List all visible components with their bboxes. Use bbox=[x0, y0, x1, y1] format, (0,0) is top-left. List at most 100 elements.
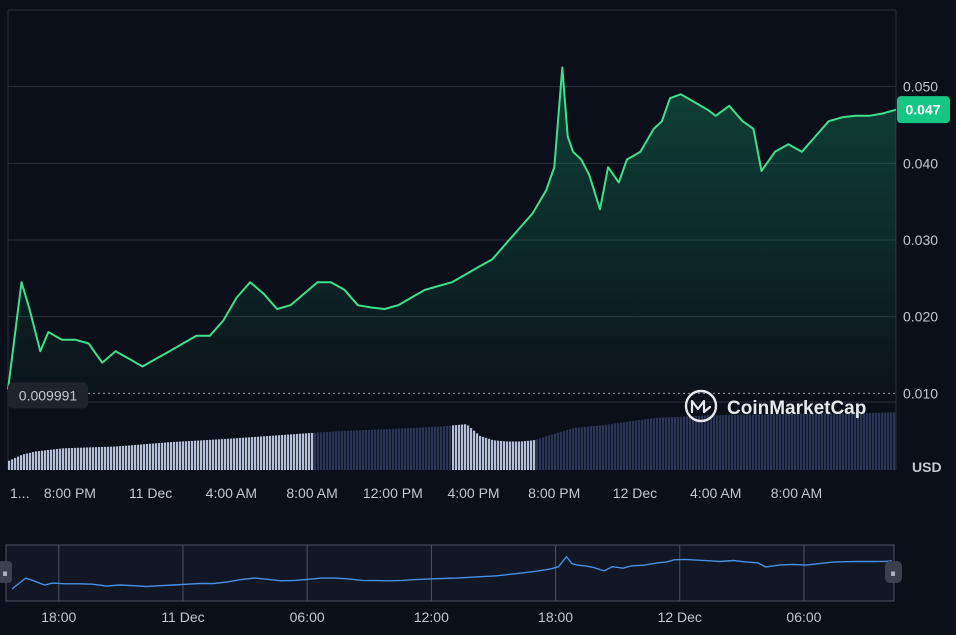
volume-bar bbox=[17, 456, 20, 470]
volume-bar bbox=[308, 433, 311, 470]
volume-bar bbox=[872, 412, 875, 470]
volume-bar bbox=[401, 428, 404, 470]
volume-bar bbox=[677, 416, 680, 470]
volume-bar bbox=[791, 413, 794, 470]
volume-bar bbox=[824, 413, 827, 470]
volume-bar bbox=[341, 431, 344, 470]
volume-bar bbox=[89, 447, 92, 470]
volume-bar bbox=[452, 425, 455, 470]
open-price-label: 0.009991 bbox=[19, 387, 78, 403]
left-handle-grip-icon: ⏸ bbox=[2, 568, 8, 580]
volume-bar bbox=[170, 442, 173, 470]
volume-bar bbox=[344, 430, 347, 470]
volume-bar bbox=[827, 413, 830, 470]
volume-bar bbox=[20, 455, 23, 470]
volume-bar bbox=[380, 429, 383, 470]
volume-bar bbox=[8, 460, 11, 470]
volume-bar bbox=[287, 434, 290, 470]
volume-bar bbox=[95, 447, 98, 470]
volume-bar bbox=[638, 420, 641, 470]
volume-bar bbox=[581, 427, 584, 470]
volume-bar bbox=[608, 424, 611, 470]
volume-bar bbox=[14, 457, 17, 470]
volume-bar bbox=[242, 437, 245, 470]
navigator-tick-label: 11 Dec bbox=[161, 609, 204, 625]
navigator-left-handle[interactable]: ⏸ bbox=[0, 561, 12, 583]
volume-bar bbox=[482, 436, 485, 470]
volume-bar bbox=[200, 440, 203, 470]
volume-bar bbox=[422, 427, 425, 470]
volume-bar bbox=[47, 450, 50, 470]
volume-bar bbox=[302, 433, 305, 470]
volume-bar bbox=[167, 442, 170, 470]
volume-bar bbox=[446, 425, 449, 470]
price-area bbox=[8, 67, 896, 394]
volume-bar bbox=[716, 415, 719, 470]
volume-bar bbox=[464, 424, 467, 470]
volume-bar bbox=[449, 425, 452, 470]
volume-bar bbox=[473, 430, 476, 470]
volume-bar bbox=[272, 435, 275, 470]
volume-bar bbox=[605, 424, 608, 470]
volume-bar bbox=[890, 412, 893, 470]
volume-bar bbox=[245, 437, 248, 470]
volume-bar bbox=[704, 415, 707, 470]
volume-bar bbox=[65, 448, 68, 470]
volume-bar bbox=[869, 412, 872, 470]
volume-bar bbox=[440, 426, 443, 470]
volume-bar bbox=[185, 441, 188, 470]
navigator-tick-label: 06:00 bbox=[290, 609, 325, 625]
volume-bar bbox=[758, 414, 761, 470]
volume-bar bbox=[101, 446, 104, 470]
volume-bar bbox=[518, 441, 521, 470]
watermark: CoinMarketCap bbox=[684, 389, 866, 423]
volume-bar bbox=[515, 441, 518, 470]
volume-bar bbox=[326, 431, 329, 470]
volume-bar bbox=[431, 426, 434, 470]
volume-bar bbox=[524, 441, 527, 470]
volume-bar bbox=[131, 445, 134, 470]
volume-bar bbox=[269, 435, 272, 470]
volume-bar bbox=[506, 441, 509, 470]
volume-bar bbox=[215, 439, 218, 470]
navigator-tick-label: 06:00 bbox=[786, 609, 821, 625]
volume-bar bbox=[491, 439, 494, 470]
volume-bar bbox=[509, 441, 512, 470]
volume-bar bbox=[593, 426, 596, 470]
volume-bar bbox=[806, 413, 809, 470]
volume-bar bbox=[68, 448, 71, 470]
volume-bar bbox=[476, 433, 479, 470]
volume-bar bbox=[206, 439, 209, 470]
volume-bar bbox=[32, 452, 35, 470]
volume-bar bbox=[620, 422, 623, 470]
volume-bar bbox=[833, 413, 836, 470]
volume-bar bbox=[719, 415, 722, 470]
volume-bar bbox=[497, 440, 500, 470]
volume-bar bbox=[467, 425, 470, 470]
volume-bar bbox=[815, 413, 818, 470]
price-line bbox=[7, 66, 897, 390]
volume-bar bbox=[266, 436, 269, 470]
volume-bar bbox=[854, 413, 857, 470]
volume-bar bbox=[419, 427, 422, 470]
navigator-right-handle[interactable]: ⏸ bbox=[885, 561, 902, 583]
volume-bar bbox=[194, 440, 197, 470]
volume-bar bbox=[23, 454, 26, 470]
range-navigator[interactable]: ⏸ ⏸ 18:00 11 Dec 06:00 12:00 18:00 12 Dec 06:0… bbox=[0, 544, 902, 625]
volume-bar bbox=[893, 412, 896, 470]
navigator-tick-label: 12:00 bbox=[414, 609, 449, 625]
volume-bar bbox=[650, 418, 653, 470]
volume-bar bbox=[554, 433, 557, 470]
x-tick-label: 8:00 PM bbox=[44, 485, 96, 501]
volume-bar bbox=[254, 436, 257, 470]
volume-bar bbox=[383, 429, 386, 470]
volume-bar bbox=[860, 413, 863, 470]
navigator-grid bbox=[58, 545, 805, 601]
volume-bar bbox=[80, 447, 83, 470]
volume-bar bbox=[884, 412, 887, 470]
volume-bar bbox=[470, 428, 473, 470]
volume-bar bbox=[224, 438, 227, 470]
volume-bar bbox=[386, 429, 389, 470]
volume-bar bbox=[410, 427, 413, 470]
volume-bar bbox=[212, 439, 215, 470]
